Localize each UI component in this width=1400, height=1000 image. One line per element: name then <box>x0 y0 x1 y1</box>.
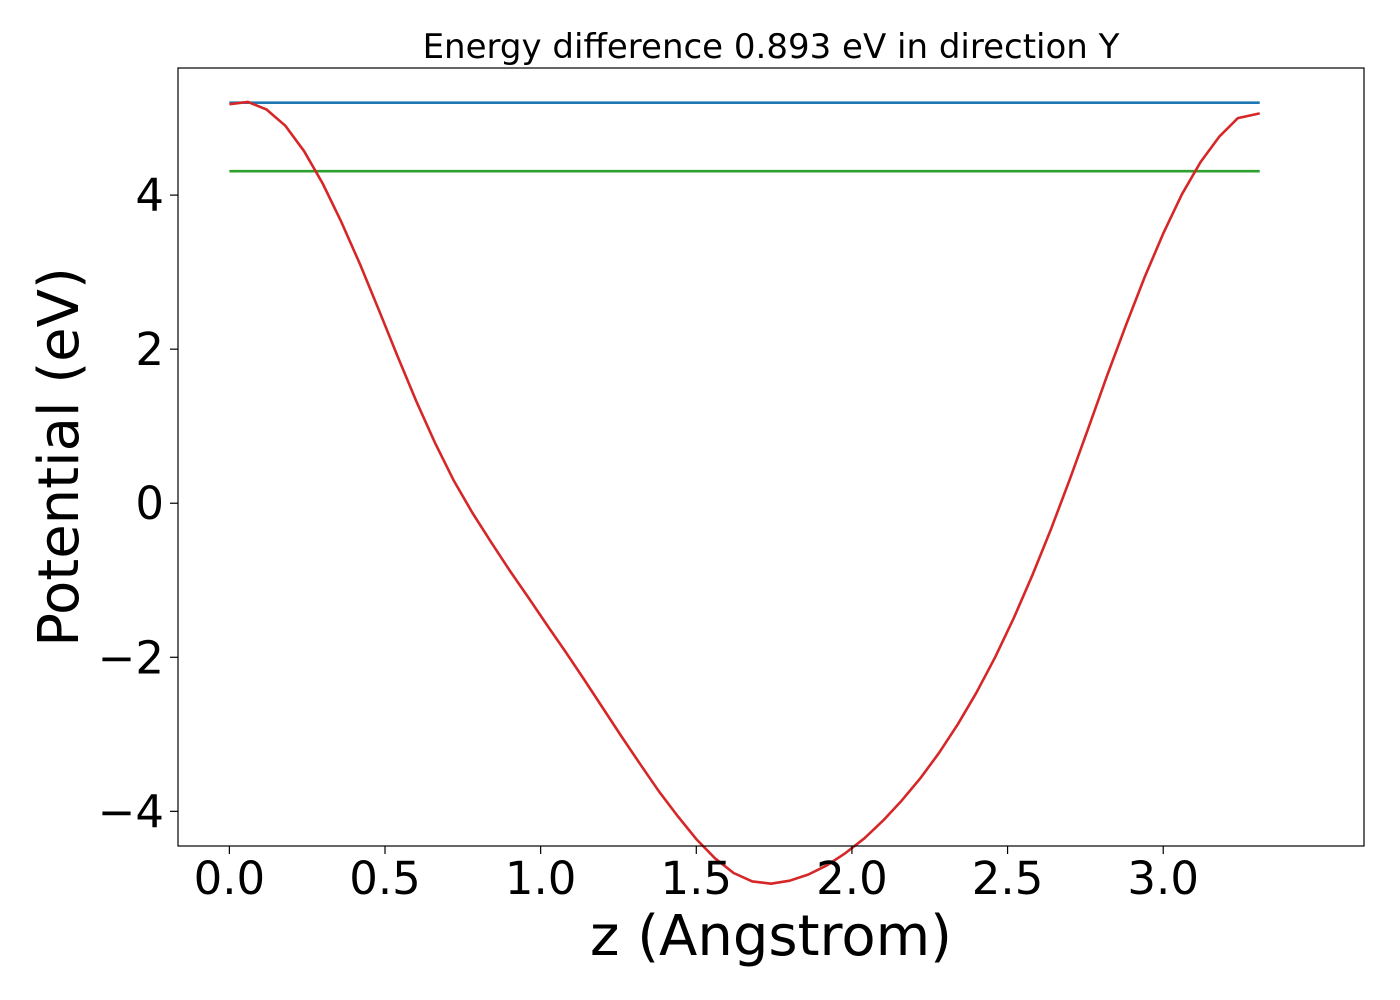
y-tick-label: 0 <box>135 477 164 530</box>
y-axis-label: Potential (eV) <box>27 267 92 647</box>
y-axis-ticks: −4 −2 0 2 4 <box>98 169 178 838</box>
series-line-3 <box>229 100 1260 886</box>
plot-frame <box>177 67 1365 847</box>
x-tick-label: 3.0 <box>1127 852 1199 905</box>
chart-title: Energy difference 0.893 eV in direction … <box>423 27 1120 67</box>
y-tick-label: 4 <box>135 169 164 222</box>
y-tick-label: −2 <box>98 631 164 684</box>
x-tick-label: 0.5 <box>349 852 421 905</box>
x-tick-label: 2.0 <box>816 852 888 905</box>
x-axis-ticks: 0.0 0.5 1.0 1.5 2.0 2.5 3.0 <box>194 846 1199 905</box>
x-tick-label: 0.0 <box>194 852 266 905</box>
x-tick-label: 1.5 <box>661 852 733 905</box>
x-tick-label: 2.5 <box>972 852 1044 905</box>
x-tick-label: 1.0 <box>505 852 577 905</box>
y-tick-label: 2 <box>135 323 164 376</box>
y-tick-label: −4 <box>98 785 164 838</box>
x-axis-label: z (Angstrom) <box>590 904 952 969</box>
series-layer <box>229 100 1260 886</box>
